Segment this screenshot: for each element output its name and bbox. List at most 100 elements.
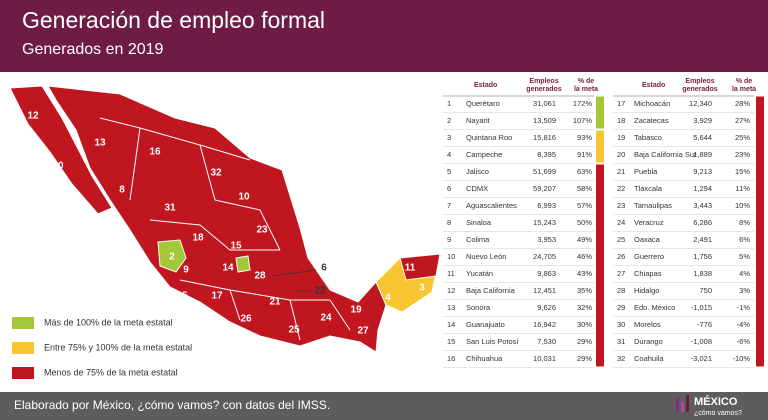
rank: 2: [447, 116, 451, 125]
rank: 29: [617, 303, 625, 312]
state: Tamaulipas: [634, 201, 672, 210]
rank: 27: [617, 269, 625, 278]
status-bar: [596, 334, 604, 352]
rank: 5: [447, 167, 451, 176]
status-bar: [756, 215, 764, 233]
percent: -1%: [737, 303, 751, 312]
state: Zacatecas: [634, 116, 669, 125]
status-bar: [756, 232, 764, 250]
percent: -10%: [732, 354, 750, 363]
map-label: 5: [182, 291, 188, 302]
column-header: % de la meta: [574, 78, 598, 93]
percent: 10%: [735, 201, 750, 210]
state: Campeche: [466, 150, 502, 159]
percent: 11%: [736, 184, 751, 193]
column-header: Empleos generados: [526, 78, 562, 93]
percent: 29%: [577, 337, 592, 346]
jobs: 3,953: [537, 235, 556, 244]
rank: 16: [447, 354, 455, 363]
map-label: 32: [210, 168, 222, 179]
legend-label: Menos de 75% de la meta estatal: [44, 367, 178, 377]
state: Sinaloa: [466, 218, 492, 227]
baja-peninsula: [9, 85, 113, 215]
percent: 15%: [735, 167, 750, 176]
jobs: 7,530: [537, 337, 556, 346]
status-bar: [756, 334, 764, 352]
logo-bar: [676, 398, 679, 412]
state: Veracruz: [634, 218, 664, 227]
jobs: 12,340: [689, 99, 712, 108]
status-bar: [596, 283, 604, 301]
state: Tabasco: [634, 133, 662, 142]
status-bar: [756, 164, 764, 182]
percent: 91%: [577, 150, 592, 159]
legend-swatch: [12, 342, 34, 354]
subtitle: Generados en 2019: [22, 41, 164, 58]
legend-label: Más de 100% de la meta estatal: [44, 317, 173, 327]
rank: 15: [447, 337, 455, 346]
header-band: [0, 0, 768, 72]
status-bar: [596, 232, 604, 250]
jobs: 13,509: [533, 116, 556, 125]
map-label: 2: [169, 252, 175, 263]
status-bar: [596, 198, 604, 216]
status-bar: [756, 266, 764, 284]
status-bar: [756, 317, 764, 335]
map-label: 15: [230, 241, 242, 252]
state: Baja California Sur: [634, 150, 697, 159]
rank: 20: [617, 150, 625, 159]
state: Querétaro: [466, 99, 500, 108]
percent: 49%: [577, 235, 592, 244]
rank: 12: [447, 286, 455, 295]
map-label: 12: [27, 111, 39, 122]
map-label: 24: [320, 313, 332, 324]
jobs: 9,626: [537, 303, 556, 312]
jobs: 1,838: [693, 269, 712, 278]
rank: 31: [617, 337, 625, 346]
jobs: 1,756: [693, 252, 712, 261]
status-bar: [756, 300, 764, 318]
rank: 11: [447, 269, 455, 278]
rank: 23: [617, 201, 625, 210]
status-bar: [596, 96, 604, 114]
status-bar: [596, 147, 604, 163]
status-bar: [756, 198, 764, 216]
map: [9, 85, 441, 353]
status-bar: [756, 351, 764, 367]
jobs: 8,395: [537, 150, 556, 159]
state: Coahuila: [634, 354, 664, 363]
percent: 5%: [739, 252, 750, 261]
percent: -4%: [737, 320, 751, 329]
rank: 10: [447, 252, 455, 261]
percent: 3%: [739, 286, 750, 295]
state: Edo. México: [634, 303, 675, 312]
rank: 21: [617, 167, 625, 176]
state: Jalisco: [466, 167, 489, 176]
percent: 46%: [577, 252, 592, 261]
rank: 9: [447, 235, 451, 244]
percent: 58%: [577, 184, 592, 193]
status-bar: [596, 266, 604, 284]
status-bar: [756, 249, 764, 267]
percent: -6%: [737, 337, 751, 346]
nayarit: [157, 239, 187, 273]
jobs: 31,061: [533, 99, 556, 108]
state: Puebla: [634, 167, 658, 176]
jobs: 12,451: [533, 286, 556, 295]
status-bar: [596, 215, 604, 233]
rank: 24: [617, 218, 625, 227]
map-label: 14: [222, 263, 234, 274]
state: Aguascalientes: [466, 201, 517, 210]
state: Michoacán: [634, 99, 670, 108]
map-label: 10: [238, 192, 250, 203]
state: Chiapas: [634, 269, 662, 278]
jobs: 9,863: [537, 269, 556, 278]
percent: 25%: [735, 133, 750, 142]
status-bar: [596, 351, 604, 367]
status-bar: [596, 249, 604, 267]
jobs: -776: [697, 320, 712, 329]
state: San Luis Potosí: [466, 337, 519, 346]
column-header: Empleos generados: [682, 78, 718, 93]
state: Nayarit: [466, 116, 491, 125]
